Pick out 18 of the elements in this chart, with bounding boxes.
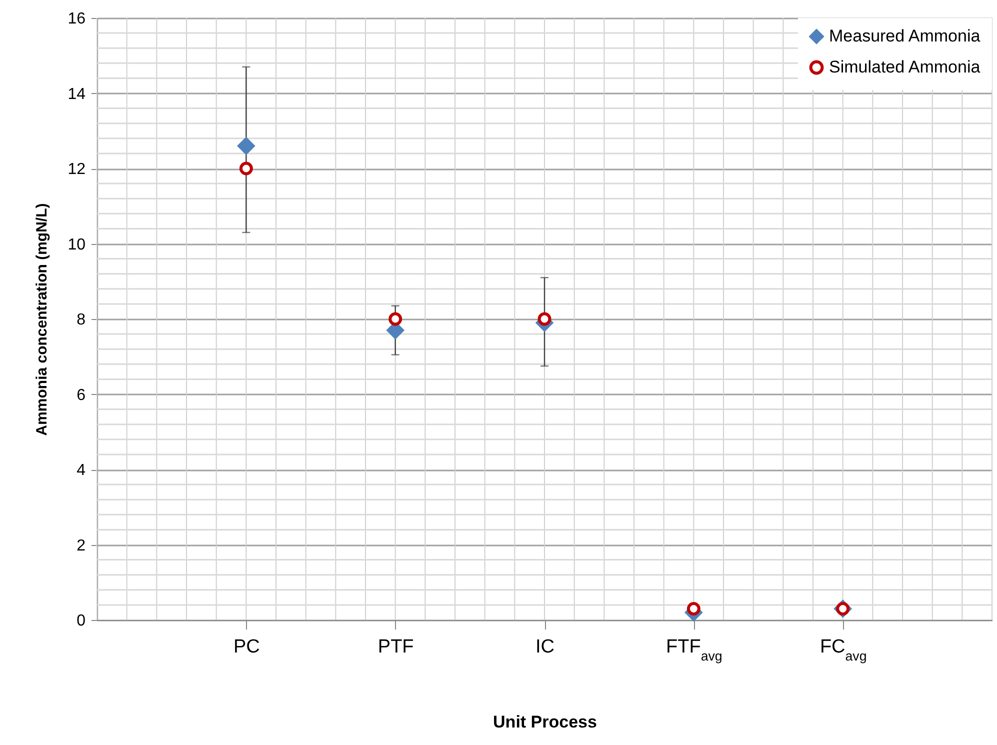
y-tick-label: 8 — [76, 312, 86, 328]
x-axis-title: Unit Process — [493, 712, 597, 732]
x-tick-label: PTF — [378, 636, 414, 658]
y-tick-label: 10 — [68, 236, 86, 254]
y-tick-label: 14 — [68, 86, 86, 103]
x-tick-label: FTF$_{avg}$ — [666, 636, 722, 663]
y-tick-label: 6 — [76, 386, 86, 404]
y-axis-title: Ammonia concentration (mgN/L) — [34, 203, 51, 436]
y-tick-label: 4 — [76, 462, 86, 479]
y-tick-label: 12 — [68, 161, 86, 178]
y-tick-label: 0 — [76, 612, 86, 630]
y-tick-label: 16 — [68, 10, 86, 28]
legend-label: Measured Ammonia — [829, 26, 981, 46]
legend-label: Simulated Ammonia — [829, 58, 981, 76]
y-tick-label: 2 — [76, 537, 86, 554]
x-tick-label: PC — [233, 636, 260, 658]
x-tick-label: FC$_{avg}$ — [820, 636, 867, 663]
x-tick-label: IC — [536, 636, 554, 658]
